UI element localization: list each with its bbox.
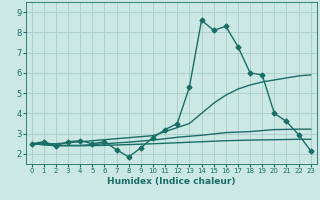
X-axis label: Humidex (Indice chaleur): Humidex (Indice chaleur) [107, 177, 236, 186]
